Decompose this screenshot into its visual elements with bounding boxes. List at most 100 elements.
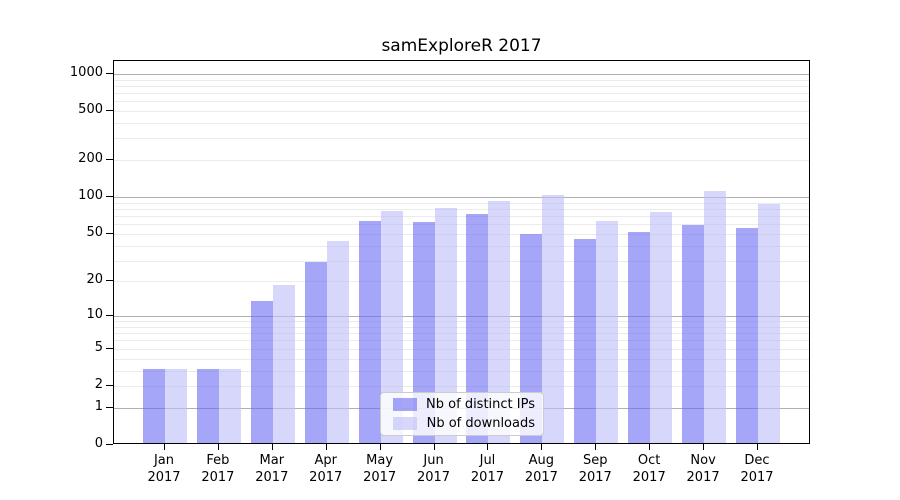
x-tick-label: Apr 2017 <box>309 453 343 485</box>
y-tick <box>106 406 113 408</box>
y-tick-label: 50 <box>86 224 103 240</box>
x-tick-label: Dec 2017 <box>740 453 774 485</box>
x-tick <box>756 444 758 450</box>
minor-gridline <box>114 123 809 125</box>
y-tick-label: 10 <box>86 307 103 323</box>
bar-downloads-feb <box>218 368 241 443</box>
y-tick-label: 100 <box>78 188 103 204</box>
bar-downloads-nov <box>704 191 727 443</box>
bar-downloads-oct <box>650 211 673 443</box>
minor-gridline <box>114 260 809 262</box>
minor-gridline <box>114 370 809 372</box>
bar-distinct-ips-jun <box>412 222 435 443</box>
major-gridline <box>114 197 809 199</box>
x-tick-label: Nov 2017 <box>686 453 720 485</box>
legend-entry-downloads: Nb of downloads <box>389 416 535 431</box>
x-tick-label: Sep 2017 <box>578 453 612 485</box>
minor-gridline <box>114 233 809 235</box>
minor-gridline <box>114 321 809 323</box>
y-tick <box>106 196 113 198</box>
y-tick <box>106 280 113 282</box>
legend: Nb of distinct IPs Nb of downloads <box>380 392 544 436</box>
minor-gridline <box>114 93 809 95</box>
bar-distinct-ips-jan <box>143 368 165 443</box>
y-tick-label: 5 <box>94 339 103 355</box>
minor-gridline <box>114 216 809 218</box>
minor-gridline <box>114 326 809 328</box>
legend-swatch-downloads <box>393 417 417 430</box>
bar-distinct-ips-may <box>358 221 381 443</box>
plot-area: Nb of distinct IPs Nb of downloads <box>113 60 810 444</box>
bar-downloads-aug <box>542 195 565 443</box>
bar-distinct-ips-feb <box>196 368 219 443</box>
bar-downloads-jun <box>434 207 457 443</box>
x-tick-label: Oct 2017 <box>632 453 666 485</box>
x-tick <box>703 444 705 450</box>
y-tick <box>106 110 113 112</box>
x-tick-label: May 2017 <box>363 453 397 485</box>
x-tick <box>217 444 219 450</box>
x-tick <box>164 444 165 450</box>
legend-swatch-distinct-ips <box>393 398 417 411</box>
x-tick <box>649 444 651 450</box>
x-tick-label: Jun 2017 <box>416 453 451 485</box>
minor-gridline <box>114 101 809 103</box>
y-tick-label: 2 <box>94 376 103 392</box>
minor-gridline <box>114 385 809 387</box>
bar-downloads-may <box>380 211 403 443</box>
chart-title: samExploreR 2017 <box>381 36 542 56</box>
minor-gridline <box>114 348 809 350</box>
x-tick-label: Jan 2017 <box>147 453 181 485</box>
minor-gridline <box>114 333 809 335</box>
minor-gridline <box>114 138 809 140</box>
y-tick <box>106 347 113 349</box>
y-tick-label: 500 <box>78 102 103 118</box>
x-tick-label: Mar 2017 <box>255 453 289 485</box>
minor-gridline <box>114 160 809 162</box>
bar-distinct-ips-sep <box>574 238 597 443</box>
y-tick-label: 1 <box>94 398 103 414</box>
minor-gridline <box>114 79 809 81</box>
minor-gridline <box>114 85 809 87</box>
y-tick <box>106 159 113 161</box>
y-tick-label: 200 <box>78 151 103 167</box>
minor-gridline <box>114 208 809 210</box>
y-tick-label: 0 <box>94 436 103 451</box>
x-tick <box>325 444 327 450</box>
y-tick-label: 1000 <box>69 64 103 80</box>
x-tick <box>379 444 381 450</box>
y-tick <box>106 232 113 234</box>
bar-distinct-ips-jul <box>466 214 489 443</box>
y-tick <box>106 444 113 445</box>
minor-gridline <box>114 111 809 113</box>
minor-gridline <box>114 245 809 247</box>
x-tick-label: Feb 2017 <box>201 453 235 485</box>
bar-distinct-ips-apr <box>304 262 327 443</box>
legend-label-downloads: Nb of downloads <box>426 416 535 431</box>
legend-label-distinct-ips: Nb of distinct IPs <box>426 397 535 412</box>
legend-entry-distinct-ips: Nb of distinct IPs <box>389 397 535 412</box>
minor-gridline <box>114 358 809 360</box>
bar-distinct-ips-nov <box>682 224 705 443</box>
minor-gridline <box>114 281 809 283</box>
bar-downloads-sep <box>596 220 619 443</box>
x-tick <box>541 444 543 450</box>
x-tick-label: Jul 2017 <box>470 453 504 485</box>
major-gridline <box>114 316 809 318</box>
bar-distinct-ips-mar <box>250 301 273 443</box>
major-gridline <box>114 73 809 75</box>
bar-downloads-mar <box>272 284 295 443</box>
y-tick <box>106 384 113 386</box>
x-tick <box>487 444 489 450</box>
minor-gridline <box>114 224 809 226</box>
x-tick-label: Aug 2017 <box>524 453 558 485</box>
minor-gridline <box>114 202 809 204</box>
bar-distinct-ips-aug <box>520 233 543 443</box>
bar-downloads-jan <box>165 368 187 443</box>
bar-downloads-apr <box>326 241 349 443</box>
bar-distinct-ips-dec <box>735 227 758 443</box>
y-tick-label: 20 <box>86 272 103 288</box>
x-tick <box>595 444 597 450</box>
bar-downloads-jul <box>488 201 511 443</box>
